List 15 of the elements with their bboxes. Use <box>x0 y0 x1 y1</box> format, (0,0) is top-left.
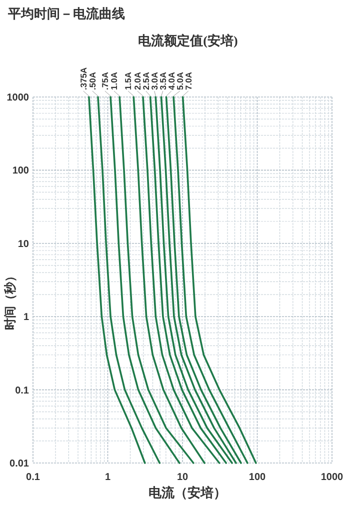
x-tick-label: 0.1 <box>26 472 40 483</box>
y-tick-label: 10 <box>18 238 30 250</box>
chart-subtitle: 电流额定值(安培) <box>138 33 238 48</box>
y-tick-label: 100 <box>12 166 30 177</box>
x-tick-label: 1 <box>104 472 111 483</box>
x-tick-label: 100 <box>248 472 266 483</box>
y-tick-label: 1000 <box>6 92 30 104</box>
chart-title: 平均时间－电流曲线 <box>7 6 125 21</box>
x-tick-label: 1000 <box>320 472 344 483</box>
x-tick-label: 10 <box>176 472 188 483</box>
x-axis-title: 电流（安培） <box>148 485 226 500</box>
y-tick-label: 1 <box>23 312 30 324</box>
y-tick-label: 0.1 <box>15 385 30 396</box>
y-axis-title: 时间（秒） <box>3 270 17 330</box>
y-tick-label: 0.01 <box>10 458 30 470</box>
